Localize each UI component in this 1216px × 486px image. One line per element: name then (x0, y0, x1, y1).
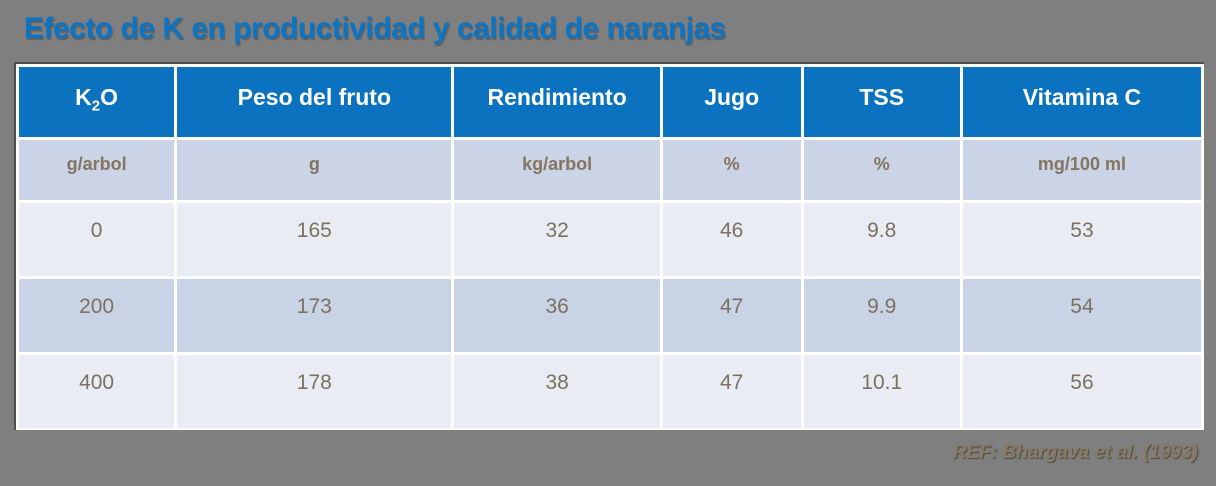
cell-value: 47 (662, 355, 801, 428)
cell-value: 400 (19, 355, 175, 428)
cell-value: 54 (962, 279, 1201, 352)
table-row: 0 165 32 46 9.8 53 (19, 203, 1201, 276)
cell-value: 53 (962, 203, 1201, 276)
slide-title: Efecto de K en productividad y calidad d… (24, 12, 726, 45)
cell-value: 47 (662, 279, 801, 352)
unit-cell-tss: % (803, 140, 960, 200)
cell-value: 200 (19, 279, 175, 352)
k2o-subscript: 2 (91, 97, 101, 115)
cell-value: 10.1 (803, 355, 960, 428)
column-header-vitamina-c: Vitamina C (962, 67, 1201, 137)
cell-value: 178 (177, 355, 452, 428)
unit-cell-vitamina-c: mg/100 ml (962, 140, 1201, 200)
cell-value: 173 (177, 279, 452, 352)
column-header-tss: TSS (803, 67, 960, 137)
table-row: 400 178 38 47 10.1 56 (19, 355, 1201, 428)
cell-value: 9.8 (803, 203, 960, 276)
cell-value: 32 (454, 203, 660, 276)
cell-value: 9.9 (803, 279, 960, 352)
unit-cell-k2o: g/arbol (19, 140, 175, 200)
table-units-row: g/arbol g kg/arbol % % mg/100 ml (19, 140, 1201, 200)
data-table: K2O Peso del fruto Rendimiento Jugo TSS … (16, 64, 1204, 431)
unit-cell-peso: g (177, 140, 452, 200)
cell-value: 46 (662, 203, 801, 276)
cell-value: 165 (177, 203, 452, 276)
column-header-rendimiento: Rendimiento (454, 67, 660, 137)
column-header-jugo: Jugo (662, 67, 801, 137)
table-row: 200 173 36 47 9.9 54 (19, 279, 1201, 352)
table-header-row: K2O Peso del fruto Rendimiento Jugo TSS … (19, 67, 1201, 137)
unit-cell-rendimiento: kg/arbol (454, 140, 660, 200)
cell-value: 36 (454, 279, 660, 352)
reference-citation: REF: Bhargava et al. (1993) (953, 442, 1198, 463)
column-header-peso: Peso del fruto (177, 67, 452, 137)
column-header-k2o: K2O (19, 67, 175, 137)
unit-cell-jugo: % (662, 140, 801, 200)
cell-value: 0 (19, 203, 175, 276)
cell-value: 38 (454, 355, 660, 428)
cell-value: 56 (962, 355, 1201, 428)
data-table-container: K2O Peso del fruto Rendimiento Jugo TSS … (14, 62, 1204, 430)
